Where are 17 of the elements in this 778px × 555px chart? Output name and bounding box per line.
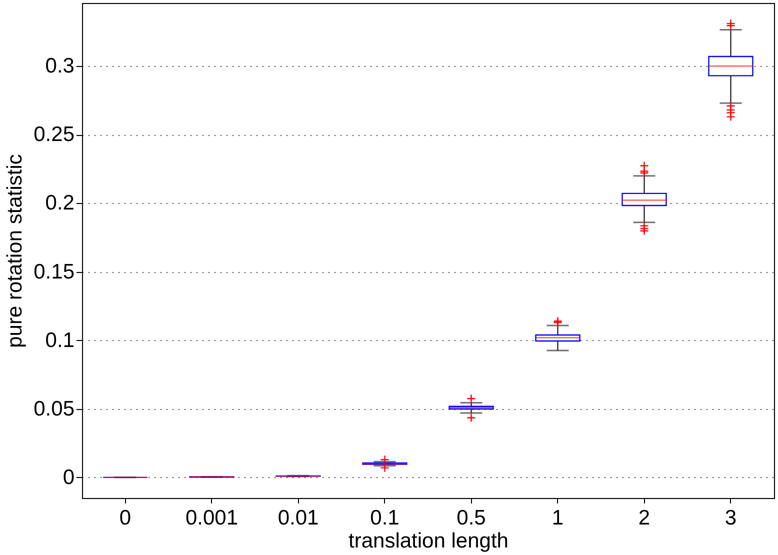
y-tick-label: 0 <box>62 466 74 489</box>
x-tick-label: 3 <box>724 506 737 530</box>
x-tick-label: 2 <box>638 506 650 530</box>
x-tick-label: 0.01 <box>278 506 319 530</box>
y-tick-label: 0.1 <box>45 328 74 352</box>
y-tick-label: 0.15 <box>34 260 74 284</box>
y-axis-title: pure rotation statistic <box>4 154 27 348</box>
x-tick-label: 0.5 <box>456 506 486 530</box>
x-tick-label: 1 <box>552 506 564 530</box>
y-tick-label: 0.05 <box>34 397 74 420</box>
x-axis-title: translation length <box>348 530 508 552</box>
y-tick-label: 0.3 <box>45 54 74 78</box>
y-tick-label: 0.25 <box>34 123 74 146</box>
y-tick-label: 0.2 <box>45 192 74 215</box>
x-tick-label: 0 <box>119 506 132 530</box>
x-tick-label: 0.001 <box>185 506 238 530</box>
x-tick-label: 0.1 <box>370 506 400 530</box>
